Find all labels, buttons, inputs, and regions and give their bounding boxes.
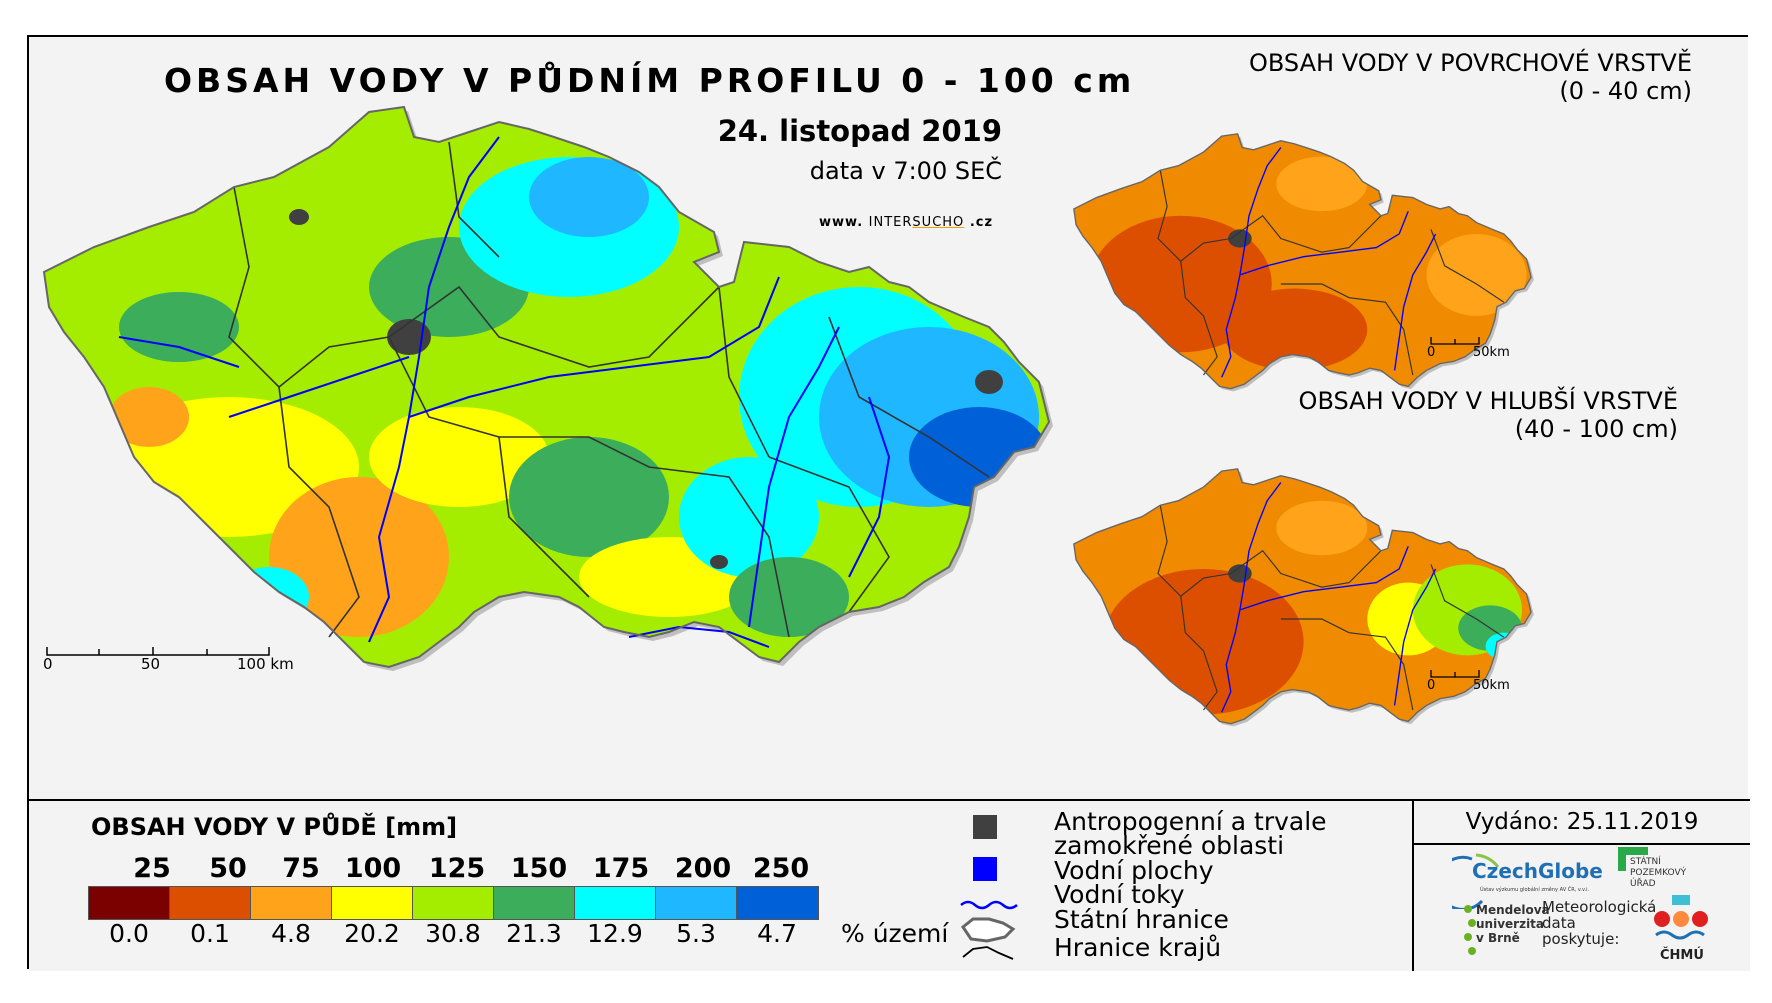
water-body-swatch [973,857,997,881]
web-prefix: www. [819,215,864,230]
legend-rivers: Vodní toky [1054,880,1185,909]
meteo-data-label: Meteorologická data poskytuje: [1542,899,1656,947]
class-limit-50: 50 [209,853,247,884]
class-limit-250: 250 [752,853,810,884]
pct-4: 30.8 [425,919,481,948]
deep-scale-bar [1430,670,1480,678]
deep-map-subtitle: (40 - 100 cm) [1514,415,1678,443]
meteo-line-1: Meteorologická [1542,898,1657,916]
meteo-line-3: poskytuje: [1542,930,1620,948]
main-scale-100: 100 km [237,655,294,673]
surface-map-subtitle: (0 - 40 cm) [1559,77,1692,105]
mendelu-name: Mendelova univerzita v Brně [1476,903,1550,945]
spu-name: STÁTNÍ POZEMKOVÝ ÚŘAD [1630,857,1686,890]
class-limit-25: 25 [133,853,171,884]
pct-5: 21.3 [506,919,562,948]
spu-line-1: STÁTNÍ [1630,857,1661,867]
surface-map [1073,133,1534,392]
symbol-icons [960,815,1018,960]
main-title: OBSAH VODY V PŮDNÍM PROFILU 0 - 100 cm [164,61,1136,100]
pct-8: 4.7 [757,919,797,948]
deep-scale-0: 0 [1427,678,1436,693]
surface-scale-bar [1430,337,1480,345]
swatch-6 [575,887,656,919]
class-limit-125: 125 [428,853,486,884]
river-icon [960,900,1018,910]
surface-scale-50: 50km [1473,345,1510,360]
class-limit-150: 150 [510,853,568,884]
state-border-icon [960,917,1016,943]
swatch-4 [413,887,494,919]
surface-scale-0: 0 [1427,345,1436,360]
website-link[interactable]: www. INTERSUCHO .cz [819,215,993,230]
percent-unit: % území [841,919,949,948]
class-limit-175: 175 [592,853,650,884]
swatch-8 [737,887,818,919]
legend-region-border: Hranice krajů [1054,933,1222,962]
legend-anthropogenic-2: zamokřené oblasti [1054,831,1285,860]
legend-state-border: Státní hranice [1054,905,1229,934]
swatch-5 [494,887,575,919]
pct-2: 4.8 [271,919,311,948]
main-scale-bar [46,647,270,656]
data-time: data v 7:00 SEČ [809,157,1002,185]
rivers [118,136,891,648]
deep-scale-50: 50km [1473,678,1510,693]
class-limit-75: 75 [282,853,320,884]
issued-divider [1414,843,1750,845]
legend-water-bodies: Vodní plochy [1054,856,1214,885]
pct-1: 0.1 [190,919,230,948]
chmu-name: ČHMÚ [1660,948,1704,963]
swatch-0 [89,887,170,919]
soil-water-raster [44,107,1049,667]
main-scale-50: 50 [141,655,161,673]
map-frame: OBSAH VODY V PŮDNÍM PROFILU 0 - 100 cm 2… [27,35,1750,971]
color-scale [88,886,819,920]
state-border [42,105,1051,669]
czechglobe-name: CzechGlobe [1472,859,1603,883]
date-title: 24. listopad 2019 [717,114,1002,148]
pct-6: 12.9 [587,919,643,948]
spu-line-2: POZEMKOVÝ [1630,868,1687,878]
web-inter: INTER [868,215,913,230]
region-border-icon [962,946,1014,960]
class-limit-200: 200 [674,853,732,884]
surface-map-title: OBSAH VODY V POVRCHOVÉ VRSTVĚ [1249,49,1692,77]
web-suffix: .cz [969,215,994,230]
main-scale-0: 0 [43,655,53,673]
pct-7: 5.3 [676,919,716,948]
pct-3: 20.2 [344,919,400,948]
chmu-logo-icon [1654,895,1708,940]
main-map [42,105,1534,727]
deep-map-title: OBSAH VODY V HLUBŠÍ VRSTVĚ [1298,387,1678,415]
spu-logo-icon [1618,847,1648,871]
issued-date: Vydáno: 25.11.2019 [1465,809,1699,835]
czechglobe-sub: Ústav výzkumu globální změny AV ČR, v.v.… [1480,887,1590,893]
pct-0: 0.0 [109,919,149,948]
swatch-1 [170,887,251,919]
anthropogenic-swatch [973,815,997,839]
mendelu-line-1: Mendelova [1476,903,1550,917]
swatch-7 [656,887,737,919]
mendelu-line-3: v Brně [1476,931,1520,945]
legend-title: OBSAH VODY V PŮDĚ [mm] [91,813,458,841]
mendelu-line-2: univerzita [1476,917,1545,931]
meteo-line-2: data [1542,914,1576,932]
deep-map [1073,468,1534,727]
swatch-2 [251,887,332,919]
web-sucho: SUCHO [912,215,965,230]
class-limit-100: 100 [344,853,402,884]
map-panel: OBSAH VODY V PŮDNÍM PROFILU 0 - 100 cm 2… [29,37,1748,799]
region-borders [228,141,990,638]
issued-box: Vydáno: 25.11.2019 CzechGlobe Ústav výzk… [1412,799,1750,971]
legend-anthropogenic-1: Antropogenní a trvale [1054,807,1327,836]
spu-line-3: ÚŘAD [1630,879,1656,889]
swatch-3 [332,887,413,919]
mendelu-logo-icon [1464,905,1476,955]
